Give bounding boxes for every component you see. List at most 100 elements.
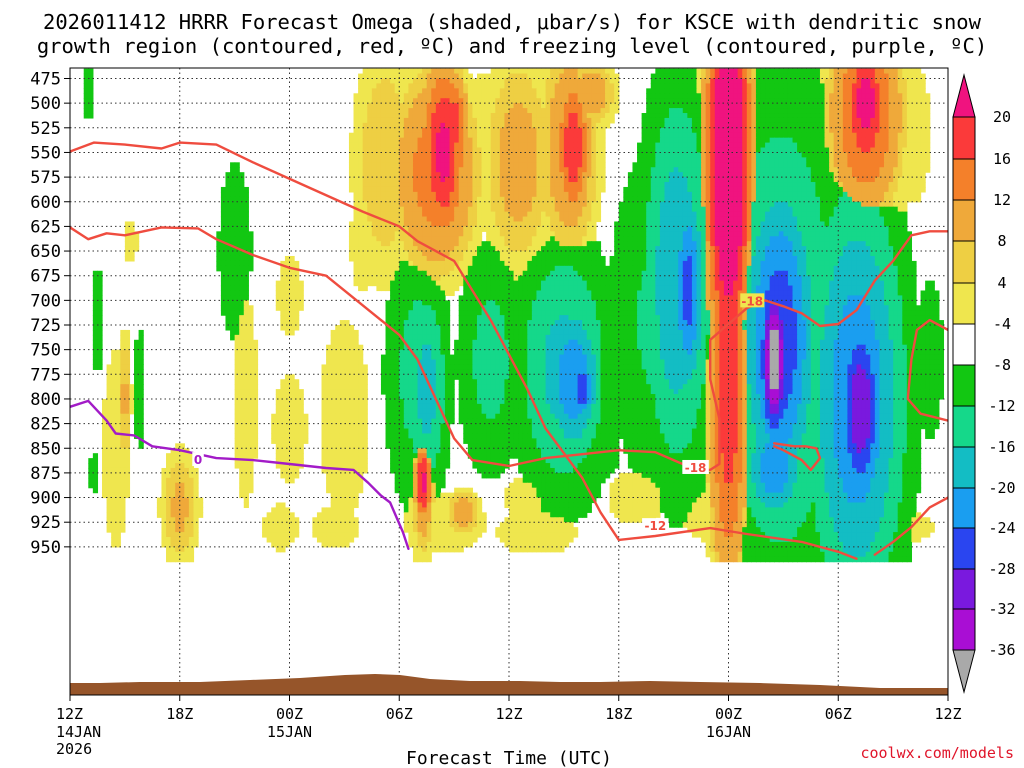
omega-cell bbox=[797, 241, 803, 247]
omega-cell bbox=[696, 231, 702, 237]
omega-cell bbox=[499, 251, 506, 257]
omega-cell bbox=[495, 201, 501, 208]
omega-cell bbox=[518, 172, 524, 178]
omega-cell bbox=[769, 113, 775, 119]
omega-cell bbox=[664, 162, 670, 168]
omega-cell bbox=[376, 177, 382, 183]
omega-cell bbox=[824, 152, 830, 158]
omega-cell bbox=[545, 93, 551, 99]
omega-cell bbox=[678, 162, 684, 168]
omega-cell bbox=[367, 98, 373, 104]
omega-cell bbox=[851, 117, 858, 124]
omega-cell bbox=[367, 147, 373, 154]
omega-cell bbox=[861, 117, 867, 124]
omega-cell bbox=[426, 182, 432, 188]
omega-cell bbox=[403, 186, 409, 193]
omega-cell bbox=[504, 260, 510, 267]
omega-cell bbox=[669, 231, 675, 237]
omega-cell bbox=[367, 236, 373, 242]
omega-cell bbox=[284, 260, 291, 267]
omega-cell bbox=[856, 162, 862, 168]
omega-cell bbox=[412, 83, 419, 89]
omega-cell bbox=[577, 167, 583, 173]
omega-cell bbox=[476, 231, 483, 237]
omega-cell bbox=[504, 117, 510, 124]
omega-cell bbox=[385, 98, 391, 104]
omega-cell bbox=[687, 117, 693, 124]
omega-cell bbox=[851, 246, 858, 252]
omega-cell bbox=[536, 108, 542, 114]
omega-cell bbox=[431, 206, 437, 213]
omega-cell bbox=[737, 196, 743, 203]
omega-cell bbox=[746, 177, 752, 183]
omega-cell bbox=[348, 157, 355, 163]
omega-cell bbox=[911, 142, 917, 149]
omega-cell bbox=[714, 191, 720, 198]
omega-cell bbox=[870, 221, 876, 227]
omega-cell bbox=[783, 221, 789, 227]
omega-cell bbox=[755, 191, 762, 198]
omega-cell bbox=[595, 196, 602, 203]
omega-cell bbox=[595, 201, 602, 208]
omega-cell bbox=[486, 246, 492, 252]
omega-cell bbox=[490, 93, 496, 99]
omega-cell bbox=[403, 177, 409, 183]
omega-cell bbox=[545, 177, 551, 183]
omega-cell bbox=[454, 265, 460, 272]
omega-cell bbox=[792, 216, 798, 223]
omega-cell bbox=[412, 88, 419, 94]
omega-cell bbox=[367, 246, 373, 252]
omega-cell bbox=[920, 93, 926, 99]
omega-cell bbox=[650, 255, 656, 262]
omega-cell bbox=[778, 68, 784, 75]
omega-cell bbox=[431, 132, 437, 139]
omega-cell bbox=[783, 206, 789, 213]
omega-cell bbox=[476, 260, 483, 267]
omega-cell bbox=[742, 172, 748, 178]
omega-cell bbox=[454, 236, 460, 242]
omega-cell bbox=[554, 122, 560, 129]
omega-cell bbox=[824, 127, 830, 134]
omega-cell bbox=[545, 142, 551, 149]
omega-cell bbox=[367, 122, 373, 129]
omega-cell bbox=[408, 231, 414, 237]
omega-cell bbox=[408, 211, 414, 218]
omega-cell bbox=[691, 255, 698, 262]
omega-cell bbox=[591, 186, 597, 193]
omega-cell bbox=[701, 241, 707, 247]
omega-cell bbox=[627, 182, 634, 188]
omega-cell bbox=[838, 132, 844, 139]
omega-cell bbox=[655, 78, 661, 85]
omega-cell bbox=[408, 255, 414, 262]
omega-cell bbox=[518, 196, 524, 203]
omega-cell bbox=[83, 113, 89, 119]
omega-cell bbox=[399, 260, 405, 267]
omega-cell bbox=[728, 157, 734, 163]
omega-cell bbox=[760, 152, 766, 158]
omega-cell bbox=[408, 251, 414, 257]
omega-cell bbox=[243, 206, 249, 213]
omega-cell bbox=[723, 68, 730, 75]
omega-cell bbox=[682, 211, 688, 218]
omega-cell bbox=[865, 186, 871, 193]
omega-cell bbox=[294, 260, 300, 267]
omega-cell bbox=[915, 157, 922, 163]
omega-cell bbox=[829, 68, 835, 75]
omega-cell bbox=[893, 260, 899, 267]
omega-cell bbox=[394, 265, 400, 272]
omega-cell bbox=[527, 251, 533, 257]
omega-cell bbox=[765, 88, 771, 94]
omega-cell bbox=[536, 78, 542, 85]
omega-cell bbox=[499, 127, 506, 134]
omega-cell bbox=[531, 108, 538, 114]
omega-cell bbox=[673, 255, 679, 262]
omega-cell bbox=[646, 147, 652, 154]
omega-cell bbox=[664, 251, 670, 257]
omega-cell bbox=[833, 113, 839, 119]
omega-cell bbox=[783, 132, 789, 139]
omega-cell bbox=[573, 177, 579, 183]
omega-cell bbox=[486, 216, 492, 223]
omega-cell bbox=[408, 147, 414, 154]
omega-cell bbox=[472, 221, 478, 227]
omega-cell bbox=[705, 260, 711, 267]
